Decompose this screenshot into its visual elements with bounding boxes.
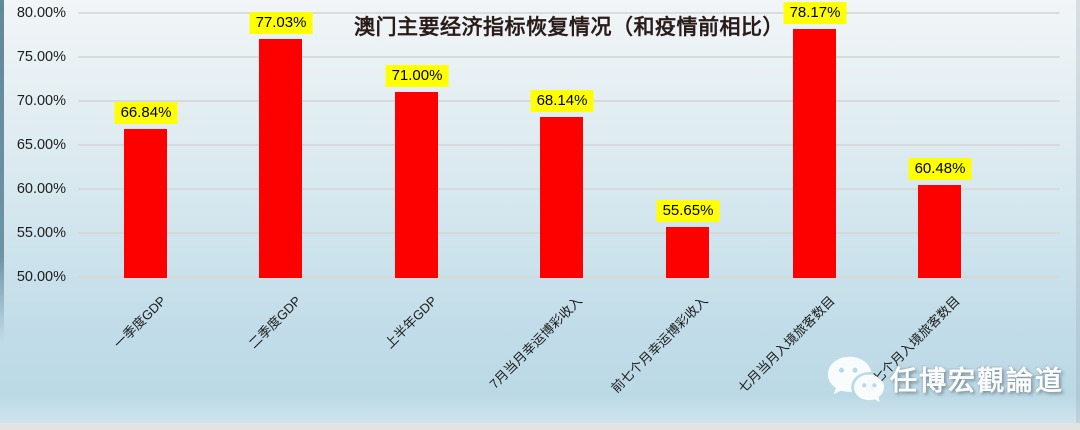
left-edge-strip xyxy=(0,0,4,342)
y-axis-tick-label: 75.00% xyxy=(16,49,66,65)
y-axis-tick-label: 50.00% xyxy=(16,269,66,285)
gridline xyxy=(78,56,1060,58)
bar xyxy=(793,29,836,278)
data-label: 66.84% xyxy=(114,101,178,124)
gridline xyxy=(78,12,1060,14)
watermark: 任博宏觀論道 xyxy=(826,354,1064,402)
y-axis-tick-label: 70.00% xyxy=(16,93,66,109)
chart-title: 澳门主要经济指标恢复情况（和疫情前相比） xyxy=(354,16,784,39)
x-axis-tick-label: 二季度GDP xyxy=(245,293,304,352)
x-axis-tick-label: 7月当月幸运博彩收入 xyxy=(486,293,585,392)
bar xyxy=(918,184,961,278)
x-axis-tick-label: 上半年GDP xyxy=(381,293,440,352)
x-axis-tick-label: 七月当月入境旅客数目 xyxy=(735,293,838,396)
bar xyxy=(395,92,438,278)
bar xyxy=(124,128,167,278)
bottom-strip xyxy=(0,423,1080,430)
data-label: 78.17% xyxy=(783,2,847,25)
y-axis-tick-label: 60.00% xyxy=(16,181,66,197)
bar xyxy=(540,117,583,278)
right-edge-strip xyxy=(1076,0,1080,430)
x-axis-tick-label: 一季度GDP xyxy=(110,293,169,352)
data-label: 71.00% xyxy=(385,65,449,88)
data-label: 68.14% xyxy=(530,90,594,113)
bar xyxy=(259,39,302,278)
data-label: 77.03% xyxy=(249,12,313,35)
wechat-icon xyxy=(827,356,884,402)
y-axis-tick-label: 55.00% xyxy=(16,225,66,241)
x-axis-tick-label: 前七个月幸运博彩收入 xyxy=(608,293,711,396)
bar xyxy=(666,227,709,278)
data-label: 60.48% xyxy=(908,157,972,180)
data-label: 55.65% xyxy=(656,200,720,223)
y-axis-tick-label: 80.00% xyxy=(16,5,66,21)
watermark-text: 任博宏觀論道 xyxy=(890,365,1064,396)
y-axis-tick-label: 65.00% xyxy=(16,137,66,153)
